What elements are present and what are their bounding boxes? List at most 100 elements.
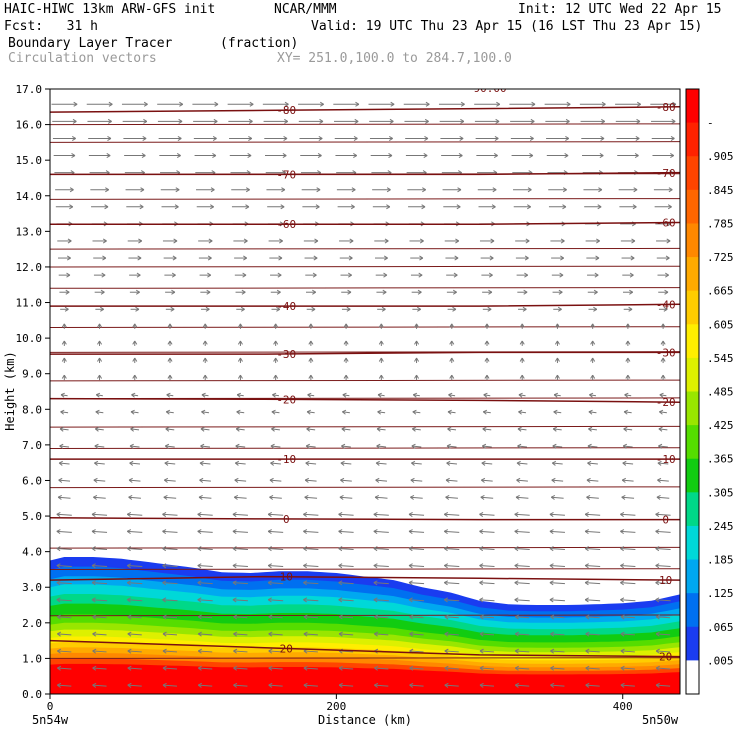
circulation-vector xyxy=(448,392,456,398)
colorbar-swatch xyxy=(686,324,699,359)
circulation-vector xyxy=(377,392,385,398)
circulation-vector xyxy=(655,631,671,637)
circulation-vector xyxy=(126,529,143,535)
circulation-vector xyxy=(340,477,352,483)
circulation-vector xyxy=(93,477,106,483)
circulation-vector xyxy=(129,272,141,278)
circulation-vector xyxy=(374,682,389,688)
circulation-vector xyxy=(56,580,72,586)
colorbar-label: - xyxy=(707,117,714,130)
circulation-vector xyxy=(162,580,178,586)
circulation-vector xyxy=(449,374,455,381)
circulation-vector xyxy=(376,443,387,449)
circulation-vector xyxy=(484,340,490,346)
circulation-vector xyxy=(338,563,354,569)
circulation-vector xyxy=(373,580,389,586)
circulation-vector xyxy=(552,289,563,295)
y-tick-label: 1.0 xyxy=(22,652,42,665)
circulation-vector xyxy=(658,289,669,295)
circulation-vector xyxy=(550,682,565,688)
circulation-vector xyxy=(90,187,110,193)
circulation-vector xyxy=(87,118,112,124)
contour-label--20: -20 xyxy=(276,393,296,406)
circulation-vector xyxy=(414,323,420,329)
circulation-vector xyxy=(56,512,72,517)
circulation-vector xyxy=(268,682,283,688)
circulation-vector xyxy=(232,597,248,603)
circulation-vector xyxy=(132,357,138,364)
circulation-vector xyxy=(445,255,459,261)
circulation-vector xyxy=(125,187,145,193)
circulation-vector xyxy=(128,255,142,261)
circulation-vector xyxy=(303,614,318,620)
circulation-vector xyxy=(266,187,286,193)
circulation-vector xyxy=(586,255,600,261)
circulation-vector xyxy=(657,460,669,466)
circulation-vector xyxy=(303,512,319,517)
circulation-vector xyxy=(588,306,598,312)
circulation-vector xyxy=(408,580,425,586)
circulation-vector xyxy=(443,563,460,569)
circulation-vector xyxy=(374,255,388,261)
cross-section-endpoints: XY= 251.0,100.0 to 284.7,100.0 xyxy=(277,51,512,66)
circulation-vector xyxy=(93,494,106,500)
circulation-vector xyxy=(197,665,213,671)
circulation-vector xyxy=(165,426,175,432)
circulation-vector xyxy=(440,135,464,141)
circulation-vector xyxy=(587,460,598,466)
circulation-vector xyxy=(409,682,424,688)
circulation-vector xyxy=(482,426,492,432)
circulation-vector xyxy=(129,443,140,449)
circulation-vector xyxy=(658,306,668,312)
circulation-vector xyxy=(340,272,352,278)
circulation-vector xyxy=(615,101,641,107)
circulation-vector xyxy=(654,204,672,210)
circulation-vector xyxy=(303,563,319,569)
circulation-vector xyxy=(198,494,212,500)
circulation-vector xyxy=(341,289,352,295)
circulation-vector xyxy=(123,135,147,141)
init-time: Init: 12 UTC Wed 22 Apr 15 xyxy=(518,2,722,17)
circulation-vector xyxy=(197,614,213,620)
circulation-vector xyxy=(97,357,103,364)
circulation-vector xyxy=(338,597,354,603)
circulation-vector xyxy=(515,238,530,244)
circulation-vector xyxy=(374,665,389,671)
circulation-vector xyxy=(86,101,113,107)
circulation-vector xyxy=(94,289,105,295)
circulation-vector xyxy=(579,101,606,107)
circulation-vector xyxy=(273,374,279,381)
circulation-vector xyxy=(303,529,319,535)
contour-label-10: 10 xyxy=(280,571,293,584)
circulation-vector xyxy=(373,597,389,603)
circulation-vector xyxy=(343,374,349,381)
circulation-vector xyxy=(656,238,671,244)
circulation-vector xyxy=(299,135,323,141)
circulation-vector xyxy=(374,614,389,620)
isentrope-line-1 xyxy=(50,614,680,617)
circulation-vector xyxy=(444,665,459,671)
contour-label--70: -70 xyxy=(276,168,296,181)
circulation-vector xyxy=(621,255,635,261)
circulation-vector xyxy=(408,563,425,569)
colorbar-label: .605 xyxy=(707,318,734,331)
circulation-vector xyxy=(130,409,139,415)
y-tick-label: 4.0 xyxy=(22,546,42,559)
circulation-vector xyxy=(129,289,140,295)
circulation-vector xyxy=(374,494,388,500)
circulation-vector xyxy=(95,392,103,398)
circulation-vector xyxy=(52,118,77,124)
temperature-contour--60 xyxy=(50,221,680,225)
circulation-vector xyxy=(551,255,565,261)
circulation-vector xyxy=(443,204,461,210)
colorbar-label: .845 xyxy=(707,184,734,197)
contour-label--60: -60 xyxy=(656,217,676,230)
circulation-vector xyxy=(162,614,178,620)
circulation-vector xyxy=(61,340,67,346)
contour-label-20: 20 xyxy=(659,651,672,664)
circulation-vector xyxy=(374,631,389,637)
circulation-vector xyxy=(590,323,596,329)
circulation-vector xyxy=(342,409,350,415)
circulation-vector xyxy=(127,238,143,244)
colorbar-label: .905 xyxy=(707,150,734,163)
